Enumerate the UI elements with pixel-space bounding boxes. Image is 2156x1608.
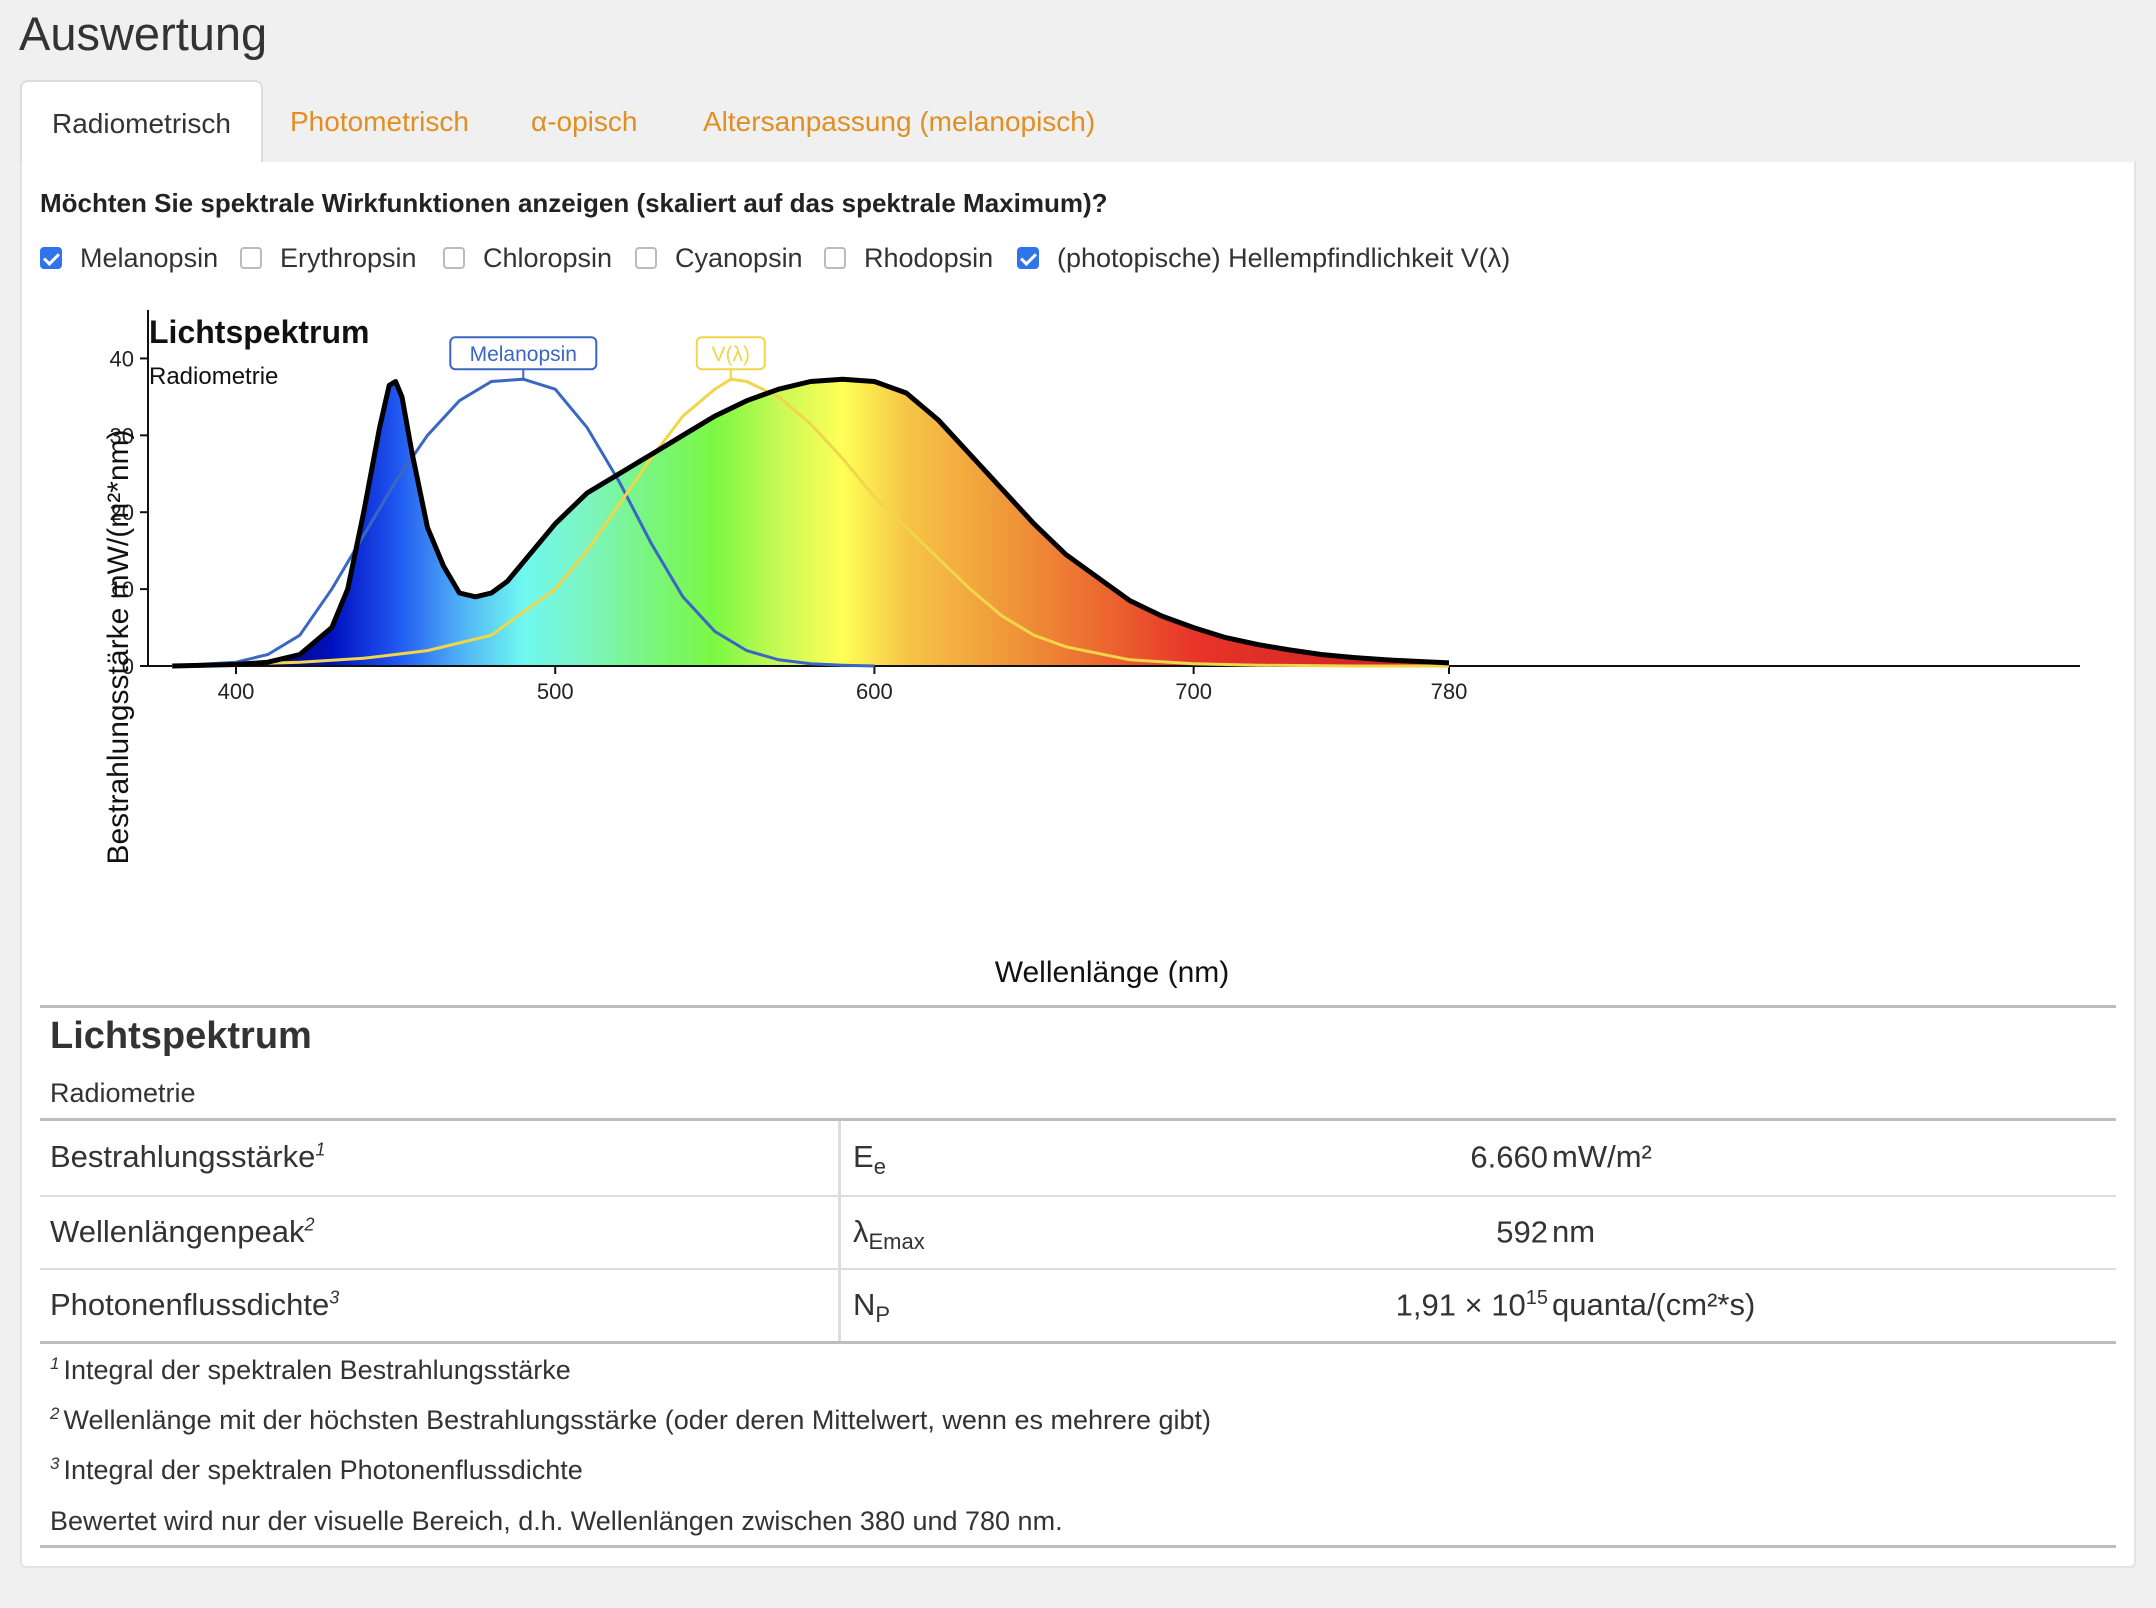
row-symbol: Ee (853, 1139, 886, 1180)
row-value: 1,91 × 1015 (1395, 1287, 1548, 1323)
checkbox-cyanopsin[interactable]: Cyanopsin (635, 240, 803, 276)
spectrum-chart: Lichtspektrum Radiometrie 0 10 20 30 40 400 50… (102, 310, 2080, 989)
row-label: Photonenflussdichte3 (50, 1287, 340, 1322)
tab-radiometrisch[interactable]: Radiometrisch (20, 80, 263, 163)
x-tick-label: 600 (856, 679, 893, 704)
chart-title: Lichtspektrum (149, 314, 369, 350)
annotation-label: V(λ) (712, 343, 751, 366)
x-tick-label: 400 (218, 679, 255, 704)
page-title: Auswertung (19, 7, 268, 60)
x-tick-label: 780 (1431, 679, 1468, 704)
table-row: Wellenlängenpeak2 λEmax 592 nm (40, 1196, 2116, 1269)
checkbox-rhodopsin[interactable]: Rhodopsin (824, 240, 993, 276)
checkbox-box[interactable] (635, 247, 657, 269)
checkbox-box[interactable] (40, 247, 62, 269)
y-tick-label: 0 (122, 654, 134, 679)
y-tick-label: 30 (110, 423, 134, 448)
results-title: Lichtspektrum (50, 1015, 312, 1057)
y-axis-label: Bestrahlungsstärke mW/(m²*nm) (102, 429, 135, 864)
v-lambda-curve (172, 377, 1449, 668)
tab-panel (20, 162, 2136, 1568)
checkbox-v-lambda[interactable]: (photopische) Hellempfindlichkeit V(λ) (1017, 240, 1510, 276)
column-divider (838, 1121, 841, 1341)
y-tick-label: 20 (110, 500, 134, 525)
checkbox-box[interactable] (240, 247, 262, 269)
divider (40, 1341, 2116, 1344)
divider (40, 1545, 2116, 1548)
y-tick-label: 40 (110, 346, 134, 371)
checkbox-chloropsin[interactable]: Chloropsin (443, 240, 612, 276)
checkbox-label: Chloropsin (483, 242, 613, 273)
divider (40, 1268, 2116, 1270)
spectrum-line (172, 376, 1450, 669)
row-label: Bestrahlungsstärke1 (50, 1139, 326, 1174)
annotation-box (695, 336, 766, 371)
table-row: Bestrahlungsstärke1 Ee 6.660 mW/m² (40, 1121, 2116, 1194)
x-tick-label: 500 (537, 679, 574, 704)
scope-note: Bewertet wird nur der visuelle Bereich, … (50, 1506, 1063, 1536)
divider (40, 1005, 2116, 1008)
checkbox-melanopsin[interactable]: Melanopsin (40, 240, 218, 276)
x-tick-label: 700 (1175, 679, 1212, 704)
checkbox-box[interactable] (824, 247, 846, 269)
annotation-box (449, 336, 598, 371)
melanopsin-curve (172, 377, 875, 668)
x-axis-label: Wellenlänge (nm) (995, 956, 1230, 989)
checkbox-box[interactable] (443, 247, 465, 269)
checkbox-label: Erythropsin (280, 242, 417, 273)
row-unit: quanta/(cm²*s) (1552, 1287, 1756, 1322)
divider (40, 1195, 2116, 1197)
footnote: 3 Integral der spektralen Photonenflussdi… (50, 1454, 583, 1485)
divider (40, 1118, 2116, 1121)
checkbox-label: Melanopsin (80, 242, 219, 273)
tab-photometrisch[interactable]: Photometrisch (290, 106, 469, 137)
table-row: Photonenflussdichte3 NP 1,91 × 1015 quan… (40, 1269, 2116, 1342)
row-symbol: NP (853, 1287, 891, 1328)
y-tick-label: 10 (110, 577, 134, 602)
row-label: Wellenlängenpeak2 (50, 1214, 315, 1249)
chart-subtitle: Radiometrie (149, 363, 278, 390)
checkbox-box[interactable] (1017, 247, 1039, 269)
checkbox-label: (photopische) Hellempfindlichkeit V(λ) (1057, 242, 1511, 273)
row-value: 6.660 (1470, 1139, 1548, 1175)
footnote: 1 Integral der spektralen Bestrahlungsstä… (50, 1354, 571, 1385)
annotation-label: Melanopsin (470, 343, 577, 366)
tab-alpha-opisch[interactable]: α-opisch (531, 106, 638, 137)
checkbox-erythropsin[interactable]: Erythropsin (240, 240, 417, 276)
results-subtitle: Radiometrie (50, 1078, 196, 1108)
row-unit: nm (1552, 1214, 1596, 1249)
checkbox-label: Rhodopsin (864, 242, 994, 273)
row-value: 592 (1496, 1214, 1548, 1250)
question-label: Möchten Sie spektrale Wirkfunktionen anz… (40, 188, 1108, 218)
row-symbol: λEmax (853, 1214, 925, 1255)
checkbox-label: Cyanopsin (675, 242, 803, 273)
tab-altersanpassung[interactable]: Altersanpassung (melanopisch) (703, 106, 1096, 137)
row-unit: mW/m² (1552, 1139, 1652, 1174)
footnote: 2 Wellenlänge mit der höchsten Bestrahlun… (50, 1404, 1212, 1435)
